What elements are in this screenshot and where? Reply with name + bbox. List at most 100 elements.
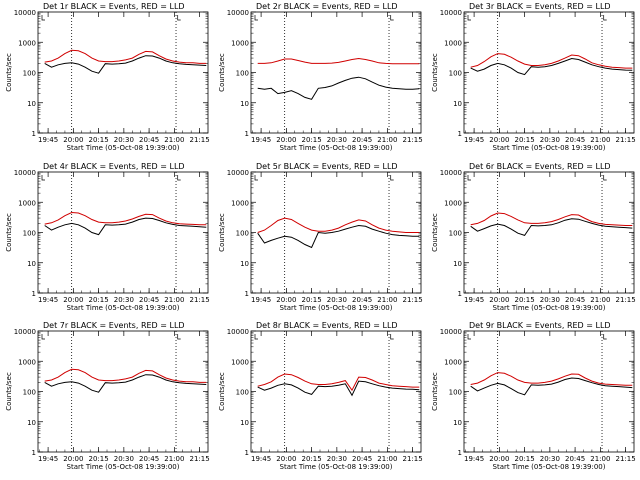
- right-bracket-marker: [177, 175, 181, 181]
- right-bracket-marker: [390, 334, 394, 340]
- y-axis-label: Counts/sec: [218, 213, 226, 252]
- right-bracket-marker: [603, 175, 607, 181]
- x-tick-label: 20:00: [276, 296, 296, 304]
- y-tick-label: 1000: [231, 39, 249, 47]
- x-tick-label: 19:45: [464, 136, 484, 144]
- right-bracket-marker: [603, 334, 607, 340]
- chart-title: Det 6r BLACK = Events, RED = LLD: [469, 162, 611, 171]
- x-tick-label: 21:15: [615, 296, 635, 304]
- series-line-lld: [257, 373, 420, 392]
- x-axis-label: Start Time (05-Oct-08 19:39:00): [67, 463, 180, 471]
- y-tick-label: 100: [236, 230, 249, 238]
- chart-title: Det 2r BLACK = Events, RED = LLD: [256, 2, 398, 11]
- y-tick-label: 10000: [227, 328, 249, 336]
- x-tick-label: 21:15: [402, 455, 422, 463]
- x-tick-label: 20:45: [352, 455, 372, 463]
- y-tick-label: 10: [240, 260, 249, 268]
- chart-panel-3: Det 3r BLACK = Events, RED = LLD 1 10 100 10…: [431, 2, 636, 152]
- y-axis-label: Counts/sec: [431, 372, 439, 411]
- x-tick-label: 21:00: [164, 455, 184, 463]
- y-tick-label: 1: [458, 130, 462, 138]
- series-line-lld: [44, 49, 207, 64]
- chart-title: Det 4r BLACK = Events, RED = LLD: [43, 162, 185, 171]
- y-tick-label: 100: [449, 70, 462, 78]
- series-line-lld: [470, 212, 633, 226]
- x-tick-label: 19:45: [38, 136, 58, 144]
- right-bracket-marker: [390, 15, 394, 21]
- chart-title: Det 7r BLACK = Events, RED = LLD: [43, 321, 185, 330]
- x-tick-label: 20:45: [352, 296, 372, 304]
- x-tick-label: 21:00: [377, 455, 397, 463]
- y-tick-label: 100: [23, 230, 36, 238]
- x-tick-label: 20:30: [114, 296, 134, 304]
- y-tick-label: 1: [245, 449, 249, 457]
- x-tick-label: 21:15: [615, 136, 635, 144]
- series-line-events: [257, 380, 420, 397]
- y-tick-label: 1000: [444, 358, 462, 366]
- y-axis-label: Counts/sec: [5, 372, 13, 411]
- x-tick-label: 20:45: [139, 455, 159, 463]
- chart-panel-1: Det 1r BLACK = Events, RED = LLD 1 10 100 10…: [5, 2, 210, 152]
- y-tick-label: 10: [27, 419, 36, 427]
- x-tick-label: 21:00: [590, 455, 610, 463]
- x-tick-label: 20:30: [114, 455, 134, 463]
- x-tick-label: 20:00: [276, 455, 296, 463]
- series-line-events: [44, 374, 207, 393]
- x-tick-label: 20:45: [565, 455, 585, 463]
- y-axis-label: Counts/sec: [5, 53, 13, 92]
- x-tick-label: 20:30: [327, 296, 347, 304]
- chart-panel-9: Det 9r BLACK = Events, RED = LLD 1 10 100 10…: [431, 321, 636, 471]
- x-tick-label: 21:00: [377, 296, 397, 304]
- x-tick-label: 20:30: [540, 455, 560, 463]
- y-tick-label: 1: [32, 130, 36, 138]
- x-tick-label: 20:00: [63, 136, 83, 144]
- x-tick-label: 19:45: [38, 455, 58, 463]
- x-tick-label: 20:45: [139, 136, 159, 144]
- y-tick-label: 1: [245, 290, 249, 298]
- left-bracket-marker: [41, 15, 45, 21]
- x-tick-label: 20:15: [89, 136, 109, 144]
- series-line-events: [470, 377, 633, 396]
- x-tick-label: 20:00: [489, 455, 509, 463]
- y-tick-label: 100: [23, 389, 36, 397]
- chart-panel-6: Det 6r BLACK = Events, RED = LLD 1 10 100 10…: [431, 162, 636, 312]
- left-bracket-marker: [254, 175, 258, 181]
- x-tick-label: 20:45: [565, 136, 585, 144]
- y-tick-label: 100: [236, 70, 249, 78]
- left-bracket-marker: [467, 15, 471, 21]
- y-axis-label: Counts/sec: [218, 53, 226, 92]
- y-tick-label: 100: [449, 389, 462, 397]
- x-tick-label: 20:15: [89, 455, 109, 463]
- y-tick-label: 10: [453, 100, 462, 108]
- y-tick-label: 1000: [444, 199, 462, 207]
- chart-panel-8: Det 8r BLACK = Events, RED = LLD 1 10 100 10…: [218, 321, 423, 471]
- x-tick-label: 20:15: [302, 136, 322, 144]
- series-line-events: [257, 76, 420, 100]
- x-tick-label: 21:15: [402, 296, 422, 304]
- left-bracket-marker: [41, 175, 45, 181]
- x-tick-label: 20:00: [489, 136, 509, 144]
- x-tick-label: 21:00: [377, 136, 397, 144]
- y-tick-label: 10: [453, 419, 462, 427]
- x-tick-label: 20:00: [63, 455, 83, 463]
- y-tick-label: 1: [32, 449, 36, 457]
- x-tick-label: 20:00: [63, 296, 83, 304]
- x-tick-label: 19:45: [464, 296, 484, 304]
- y-axis-label: Counts/sec: [5, 213, 13, 252]
- x-tick-label: 21:00: [590, 296, 610, 304]
- y-tick-label: 10000: [14, 169, 36, 177]
- x-tick-label: 19:45: [38, 296, 58, 304]
- x-tick-label: 21:00: [590, 136, 610, 144]
- y-tick-label: 100: [23, 70, 36, 78]
- series-line-events: [470, 57, 633, 76]
- x-tick-label: 21:15: [189, 136, 209, 144]
- x-tick-label: 20:45: [565, 296, 585, 304]
- x-tick-label: 20:30: [327, 136, 347, 144]
- series-line-events: [257, 224, 420, 249]
- x-tick-label: 21:15: [189, 296, 209, 304]
- x-tick-label: 20:45: [352, 136, 372, 144]
- series-line-lld: [470, 372, 633, 386]
- x-tick-label: 20:15: [89, 296, 109, 304]
